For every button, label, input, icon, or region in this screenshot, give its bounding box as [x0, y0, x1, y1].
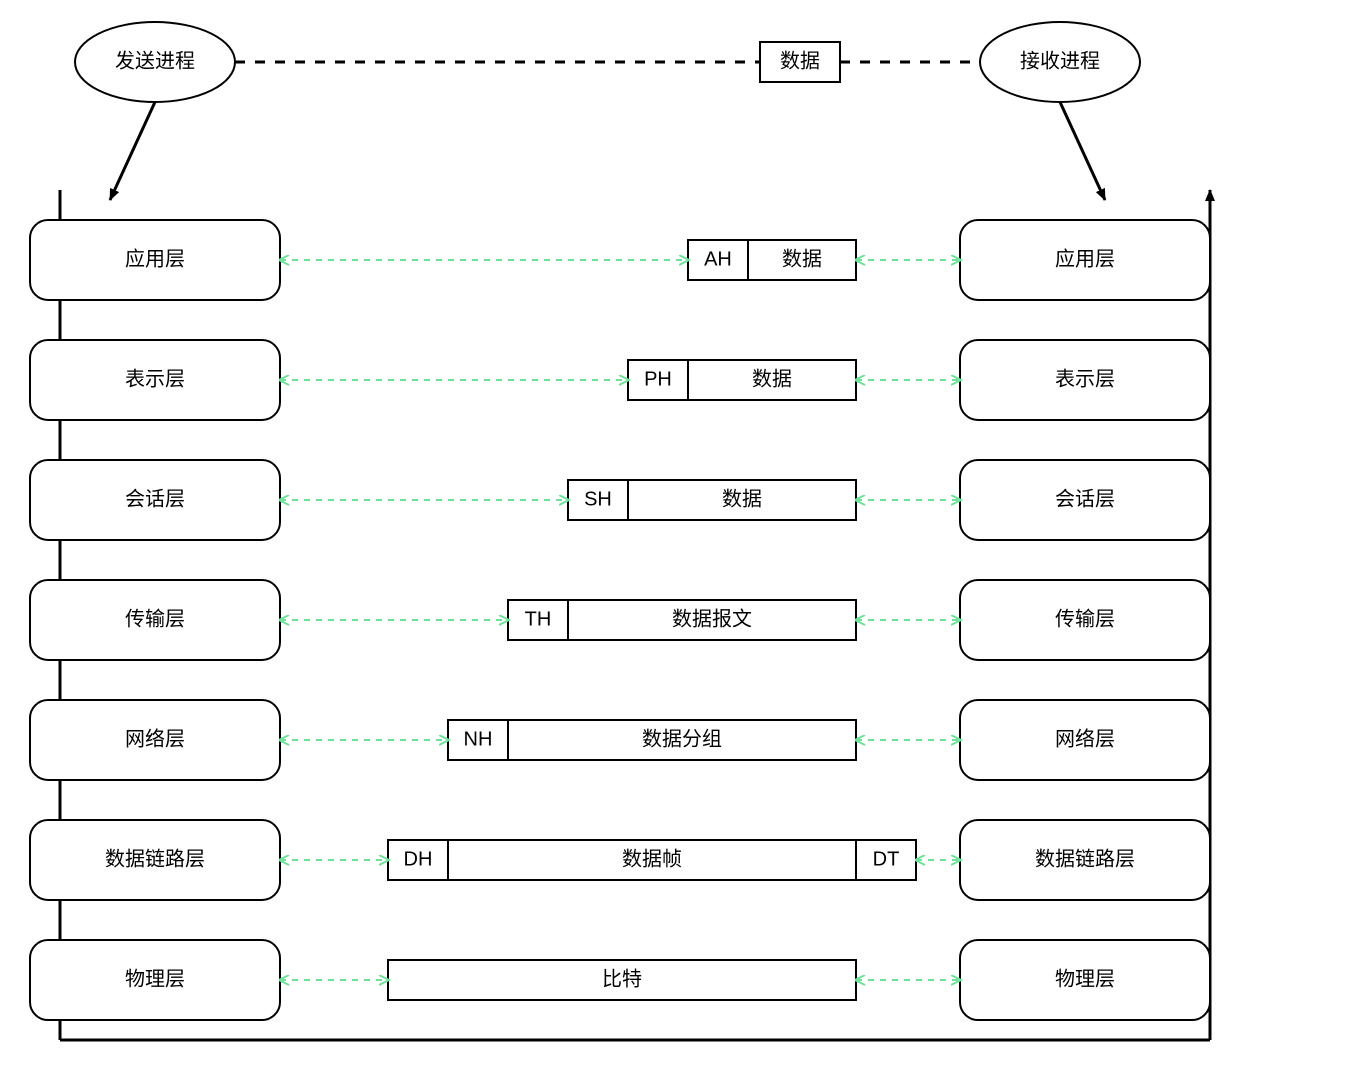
svg-text:数据报文: 数据报文	[672, 607, 752, 630]
svg-text:传输层: 传输层	[1055, 607, 1115, 630]
svg-text:数据分组: 数据分组	[642, 727, 722, 750]
svg-text:DH: DH	[404, 848, 433, 870]
receiver-arrow	[1060, 102, 1105, 200]
svg-text:物理层: 物理层	[125, 967, 185, 990]
svg-text:NH: NH	[464, 728, 493, 750]
svg-text:数据链路层: 数据链路层	[105, 847, 205, 870]
svg-text:传输层: 传输层	[125, 607, 185, 630]
svg-text:PH: PH	[644, 368, 672, 390]
svg-text:数据: 数据	[752, 367, 792, 390]
svg-text:接收进程: 接收进程	[1020, 49, 1100, 72]
svg-text:发送进程: 发送进程	[115, 49, 195, 72]
svg-text:应用层: 应用层	[125, 247, 185, 270]
svg-text:应用层: 应用层	[1055, 247, 1115, 270]
svg-text:数据: 数据	[780, 49, 820, 72]
sender-arrow	[110, 102, 155, 200]
svg-text:数据: 数据	[722, 487, 762, 510]
svg-text:比特: 比特	[602, 967, 642, 990]
svg-text:数据: 数据	[782, 247, 822, 270]
svg-text:会话层: 会话层	[125, 487, 185, 510]
svg-text:DT: DT	[873, 848, 900, 870]
svg-text:网络层: 网络层	[1055, 727, 1115, 750]
svg-text:网络层: 网络层	[125, 727, 185, 750]
svg-text:AH: AH	[704, 248, 732, 270]
svg-text:表示层: 表示层	[1055, 367, 1115, 390]
svg-text:数据链路层: 数据链路层	[1035, 847, 1135, 870]
svg-text:TH: TH	[525, 608, 552, 630]
svg-text:会话层: 会话层	[1055, 487, 1115, 510]
svg-text:数据帧: 数据帧	[622, 847, 682, 870]
svg-text:物理层: 物理层	[1055, 967, 1115, 990]
svg-text:SH: SH	[584, 488, 612, 510]
svg-text:表示层: 表示层	[125, 367, 185, 390]
